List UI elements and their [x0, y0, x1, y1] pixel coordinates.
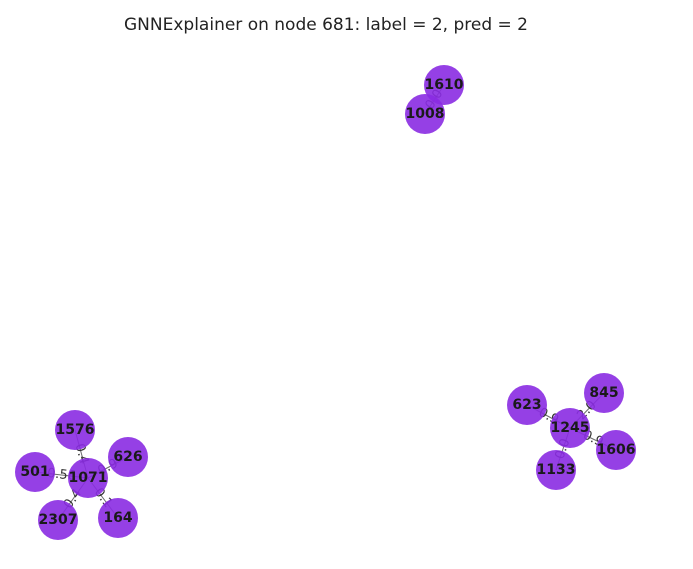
- node-circle: [584, 373, 624, 413]
- node-label: 626: [113, 449, 142, 465]
- node-label: 1606: [597, 442, 636, 458]
- node-1071: 1071: [68, 458, 108, 498]
- node-circle: [596, 430, 636, 470]
- figure-title: GNNExplainer on node 681: label = 2, pre…: [124, 15, 528, 35]
- node-label: 1610: [425, 77, 464, 93]
- node-label: 1576: [56, 422, 95, 438]
- node-circle: [38, 500, 78, 540]
- node-845: 845: [584, 373, 624, 413]
- node-label: 1071: [69, 470, 108, 486]
- node-1008: 1008: [405, 94, 445, 134]
- node-circle: [68, 458, 108, 498]
- node-circle: [108, 437, 148, 477]
- node-2307: 2307: [38, 500, 78, 540]
- node-1576: 1576: [55, 410, 95, 450]
- node-label: 1245: [551, 420, 590, 436]
- node-164: 164: [98, 498, 138, 538]
- node-circle: [550, 408, 590, 448]
- node-circle: [405, 94, 445, 134]
- nodes-layer: 1610 1008 845 623 1245 1606 1133 1576 626 501 1071…: [15, 65, 636, 540]
- node-label: 164: [103, 510, 132, 526]
- node-label: 2307: [39, 512, 78, 528]
- node-circle: [536, 450, 576, 490]
- node-label: 623: [512, 397, 541, 413]
- node-label: 1133: [537, 462, 576, 478]
- node-623: 623: [507, 385, 547, 425]
- node-circle: [424, 65, 464, 105]
- node-626: 626: [108, 437, 148, 477]
- node-1245: 1245: [550, 408, 590, 448]
- node-1610: 1610: [424, 65, 464, 105]
- node-1606: 1606: [596, 430, 636, 470]
- node-label: 845: [589, 385, 618, 401]
- node-501: 501: [15, 452, 55, 492]
- node-circle: [507, 385, 547, 425]
- node-1133: 1133: [536, 450, 576, 490]
- node-label: 501: [20, 464, 49, 480]
- node-label: 1008: [406, 106, 445, 122]
- node-circle: [98, 498, 138, 538]
- node-circle: [15, 452, 55, 492]
- node-circle: [55, 410, 95, 450]
